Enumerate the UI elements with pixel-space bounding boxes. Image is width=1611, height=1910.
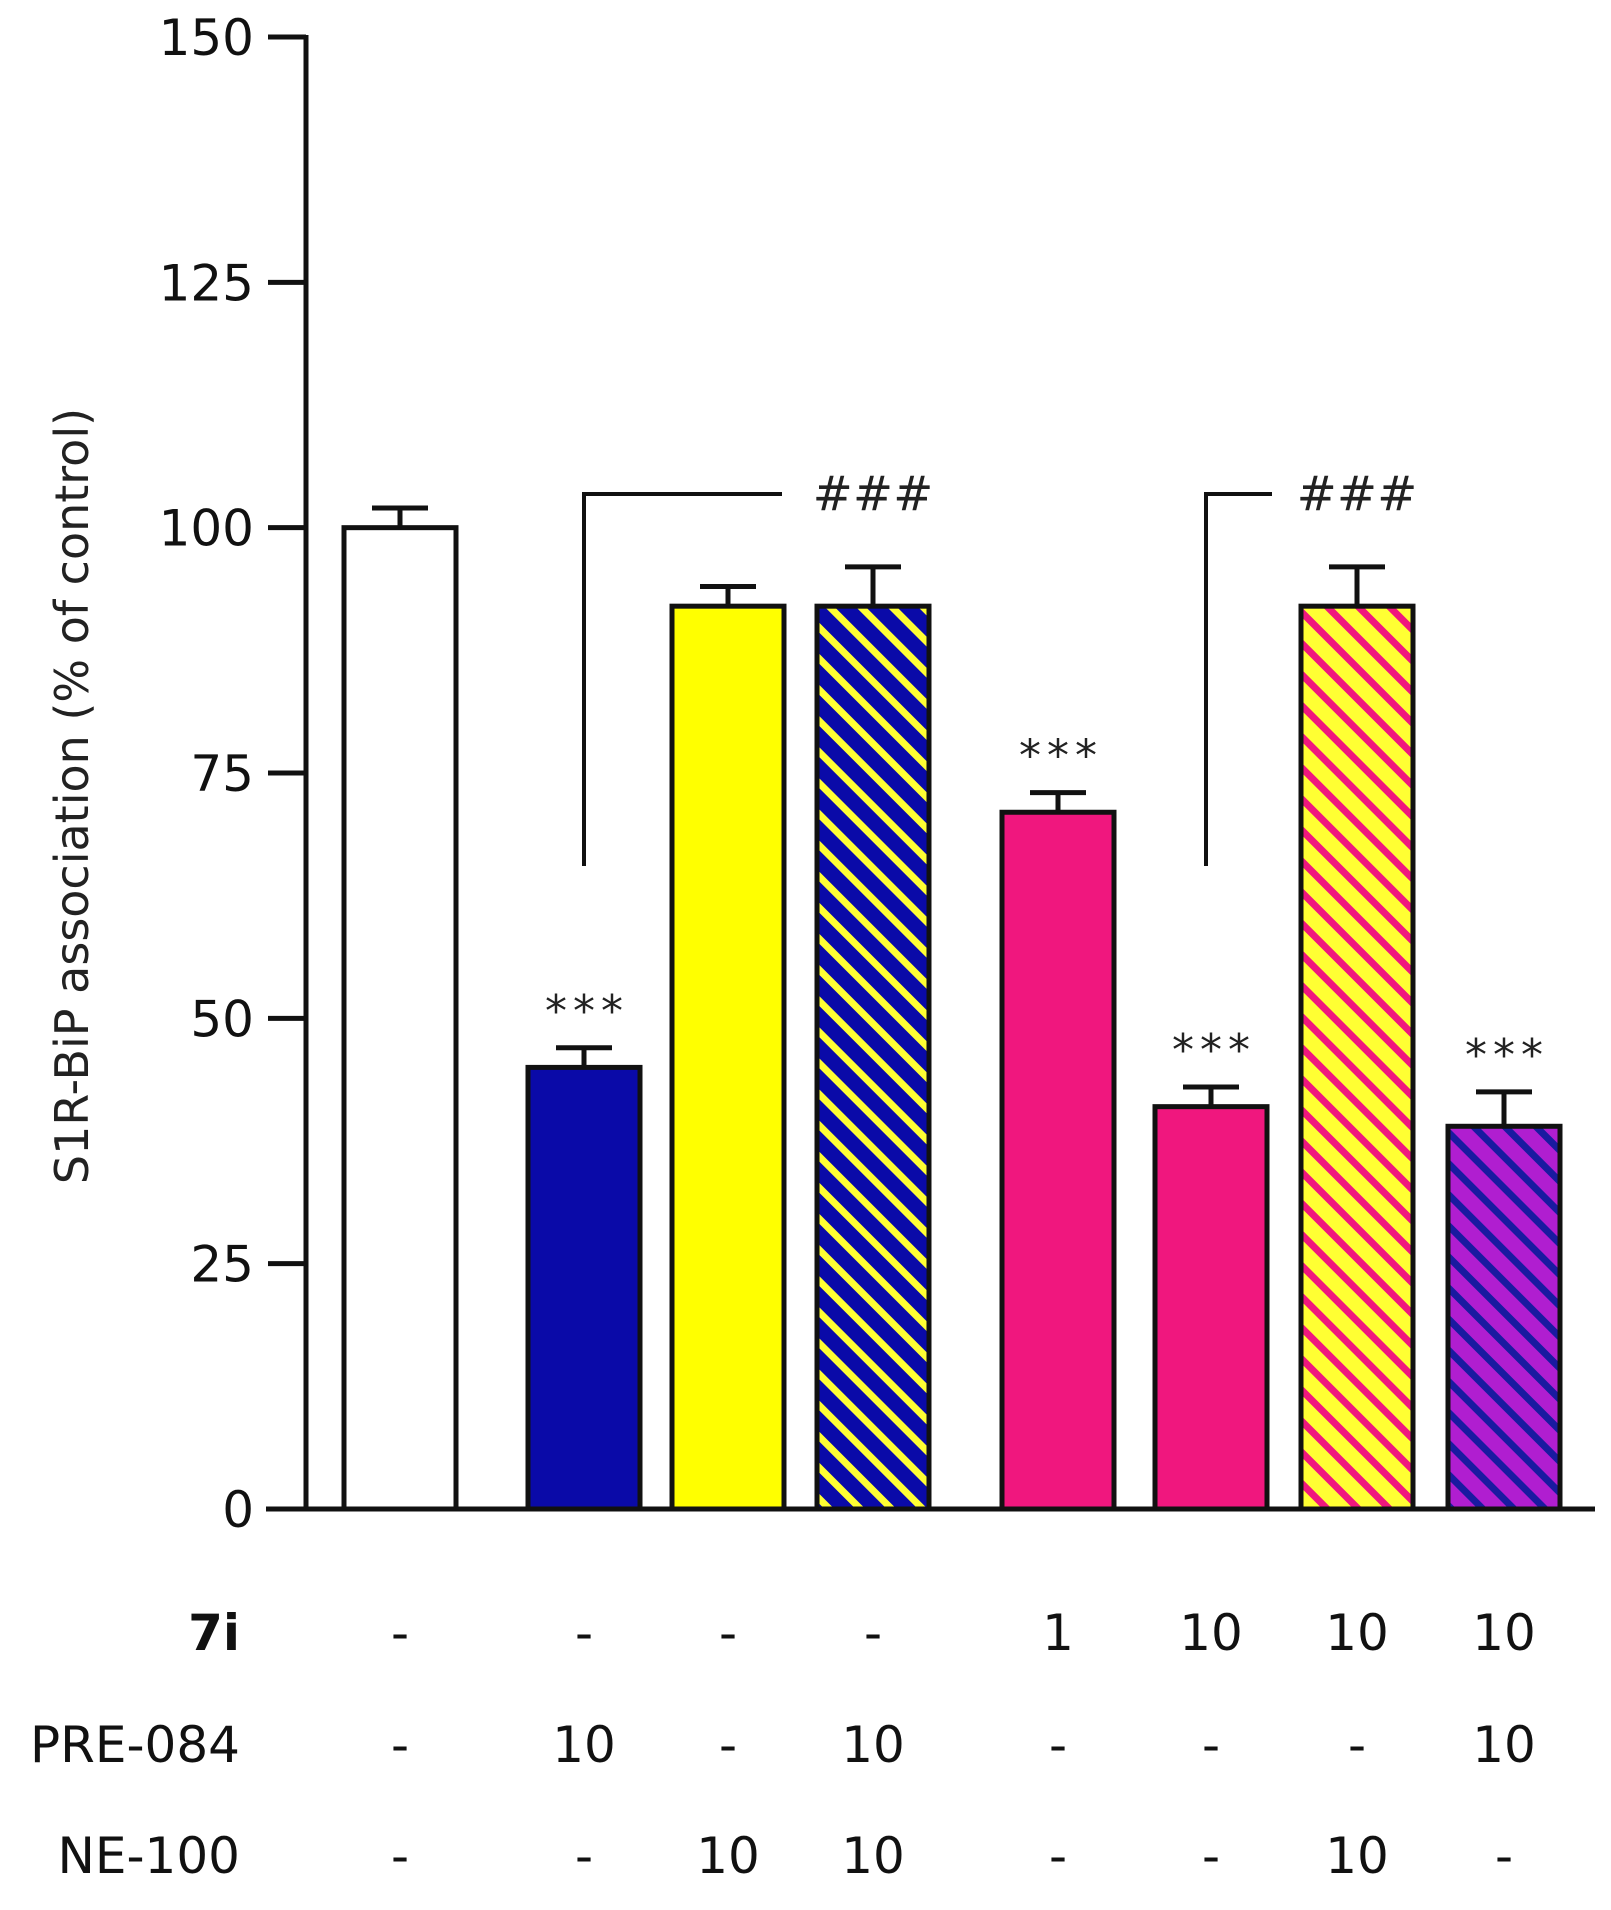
comparison-bracket: [1204, 492, 1272, 866]
treatment-row-label: 7i: [188, 1604, 240, 1662]
bar-6: [1152, 1104, 1270, 1512]
treatment-cell: -: [575, 1827, 593, 1885]
treatment-cell: 10: [1325, 1827, 1389, 1885]
comparison-bracket: [582, 492, 782, 866]
treatment-cell: -: [719, 1604, 737, 1662]
brackets-group: ### ###: [582, 466, 1418, 866]
significance-label: ***: [1465, 1030, 1549, 1081]
y-tick-label: 100: [159, 500, 254, 558]
treatment-cell: -: [391, 1827, 409, 1885]
treatment-cell: -: [1348, 1716, 1366, 1774]
bar-2: [525, 1064, 643, 1512]
bar-8: [1445, 1123, 1563, 1512]
treatment-row-label: PRE-084: [30, 1716, 240, 1774]
treatment-table: 7i - - - - 1 10 10 10 PRE-084 - 10 - 10 - - - 10 NE-100 - - 1…: [30, 1604, 1536, 1885]
significance-label: ***: [1019, 731, 1103, 782]
treatment-cell: -: [391, 1716, 409, 1774]
treatment-cell: 10: [1472, 1716, 1536, 1774]
treatment-cell: -: [575, 1604, 593, 1662]
bar-3: [669, 603, 787, 1512]
bars-group: *** *** *** ***: [341, 505, 1563, 1512]
significance-label: ***: [1172, 1025, 1256, 1076]
treatment-cell: -: [391, 1604, 409, 1662]
treatment-cell: -: [1202, 1716, 1220, 1774]
y-tick-label: 150: [159, 9, 254, 67]
treatment-row-label: NE-100: [58, 1827, 240, 1885]
bracket-label: ###: [1297, 466, 1418, 522]
treatment-cell: 10: [841, 1827, 905, 1885]
bracket-label: ###: [813, 466, 934, 522]
treatment-cell: 10: [841, 1716, 905, 1774]
y-tick-label: 125: [159, 254, 254, 312]
y-tick-label: 0: [222, 1481, 254, 1539]
y-tick-label: 50: [190, 990, 254, 1048]
treatment-cell: -: [864, 1604, 882, 1662]
y-tick-label: 75: [190, 745, 254, 803]
y-axis: 0 25 50 75 100 125 150: [159, 9, 309, 1539]
bar-5: [999, 809, 1117, 1512]
bar-4: [814, 603, 932, 1512]
treatment-cell: 10: [552, 1716, 616, 1774]
treatment-cell: 10: [696, 1827, 760, 1885]
bar-7: [1298, 603, 1416, 1512]
treatment-cell: -: [1495, 1827, 1513, 1885]
treatment-cell: -: [1202, 1827, 1220, 1885]
treatment-cell: 10: [1472, 1604, 1536, 1662]
y-axis-label: S1R-BiP association (% of control): [45, 408, 99, 1184]
bar-1: [341, 525, 459, 1512]
y-tick-label: 25: [190, 1236, 254, 1294]
significance-label: ***: [545, 986, 629, 1037]
treatment-cell: -: [719, 1716, 737, 1774]
treatment-cell: 10: [1179, 1604, 1243, 1662]
treatment-cell: -: [1049, 1827, 1067, 1885]
treatment-cell: 1: [1042, 1604, 1074, 1662]
treatment-cell: -: [1049, 1716, 1067, 1774]
treatment-cell: 10: [1325, 1604, 1389, 1662]
